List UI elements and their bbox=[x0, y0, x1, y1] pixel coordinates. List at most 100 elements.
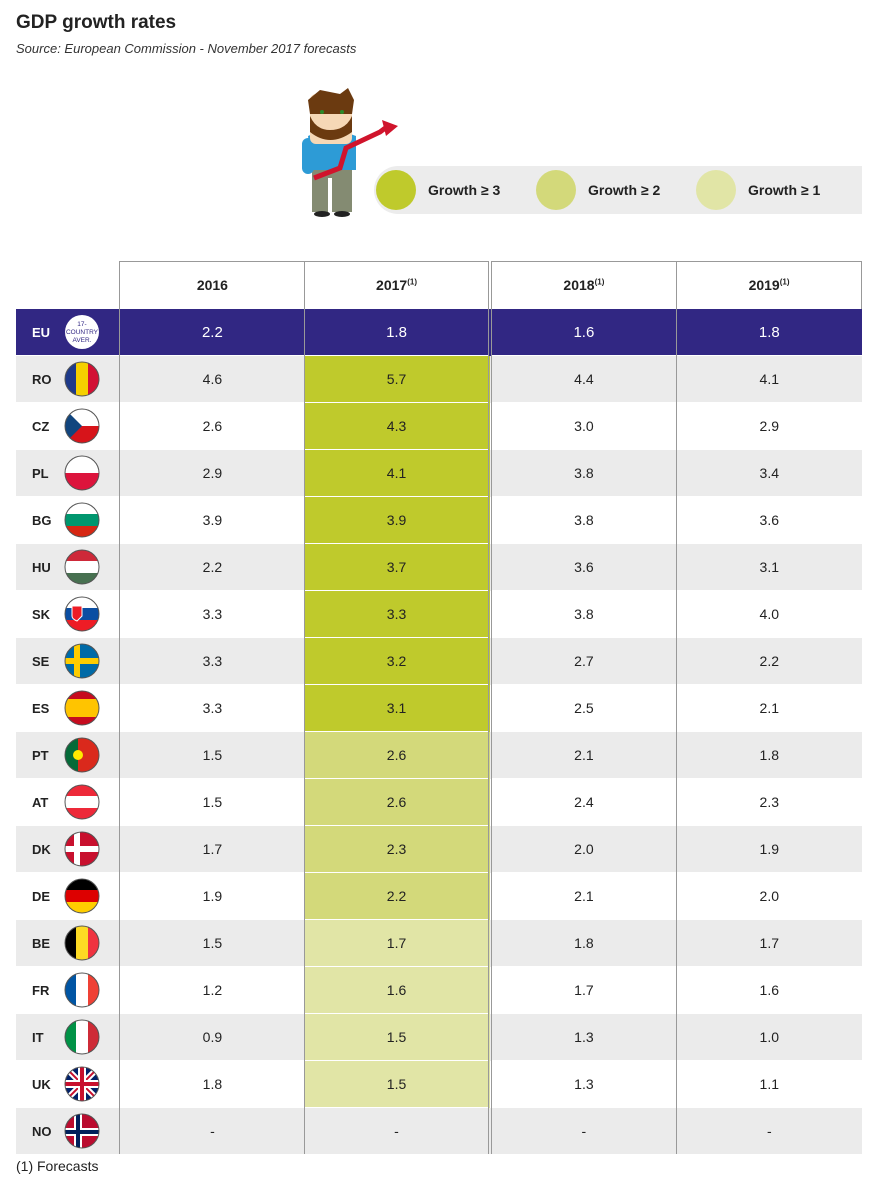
value-cell: 3.4 bbox=[676, 449, 862, 497]
table-row-it: IT 0.9 1.5 1.3 1.0 bbox=[16, 1013, 862, 1061]
legend-label: Growth ≥ 2 bbox=[588, 182, 661, 198]
value-cell: 1.7 bbox=[676, 919, 862, 967]
country-code: UK bbox=[32, 1076, 51, 1092]
row-label: RO bbox=[16, 355, 120, 403]
row-label: SK bbox=[16, 590, 120, 638]
row-label: DK bbox=[16, 825, 120, 873]
value-cell: 1.6 bbox=[487, 308, 677, 356]
no-flag-icon bbox=[64, 1113, 100, 1149]
value-cell: 1.5 bbox=[119, 731, 305, 779]
table-row-be: BE 1.5 1.7 1.8 1.7 bbox=[16, 919, 862, 967]
be-flag-icon bbox=[64, 925, 100, 961]
value-cell: 1.8 bbox=[676, 731, 862, 779]
table-row-se: SE 3.3 3.2 2.7 2.2 bbox=[16, 637, 862, 685]
de-flag-icon bbox=[64, 878, 100, 914]
value-cell: 1.9 bbox=[676, 825, 862, 873]
value-cell: 4.1 bbox=[304, 449, 490, 497]
country-code: ES bbox=[32, 700, 50, 716]
header-2017: 2017(1) bbox=[304, 261, 491, 309]
legend-swatch-icon bbox=[376, 170, 416, 210]
value-cell: 4.1 bbox=[676, 355, 862, 403]
header-2019: 2019(1) bbox=[676, 261, 862, 309]
value-cell: 2.7 bbox=[487, 637, 677, 685]
row-label: PL bbox=[16, 449, 120, 497]
value-cell: 2.6 bbox=[304, 731, 490, 779]
it-flag-icon bbox=[64, 1019, 100, 1055]
gdp-table: 2016 2017(1) 2018(1) 2019(1) EU 17- COUN… bbox=[16, 261, 862, 1154]
country-code: AT bbox=[32, 794, 49, 810]
value-cell: 3.7 bbox=[304, 543, 490, 591]
legend-swatch-icon bbox=[536, 170, 576, 210]
value-cell: 1.5 bbox=[304, 1060, 490, 1108]
row-label: ES bbox=[16, 684, 120, 732]
value-cell: 2.9 bbox=[676, 402, 862, 450]
value-cell: 1.6 bbox=[676, 966, 862, 1014]
table-row-hu: HU 2.2 3.7 3.6 3.1 bbox=[16, 543, 862, 591]
value-cell: 1.5 bbox=[304, 1013, 490, 1061]
country-code: PL bbox=[32, 465, 49, 481]
value-cell: 1.8 bbox=[487, 919, 677, 967]
legend-item-growth-1: Growth ≥ 1 bbox=[696, 170, 820, 210]
value-cell: 2.9 bbox=[119, 449, 305, 497]
mascot-illustration bbox=[302, 88, 398, 217]
badge-text: AVER. bbox=[72, 337, 91, 344]
value-cell: 2.6 bbox=[304, 778, 490, 826]
value-cell: 3.8 bbox=[487, 496, 677, 544]
footnote: (1) Forecasts bbox=[16, 1158, 99, 1174]
value-cell: 2.2 bbox=[119, 543, 305, 591]
value-cell: 3.8 bbox=[487, 590, 677, 638]
legend-swatch-icon bbox=[696, 170, 736, 210]
value-cell: 2.2 bbox=[119, 308, 305, 356]
value-cell: 3.8 bbox=[487, 449, 677, 497]
dk-flag-icon bbox=[64, 831, 100, 867]
country-code: IT bbox=[32, 1029, 44, 1045]
value-cell: 4.3 bbox=[304, 402, 490, 450]
table-row-de: DE 1.9 2.2 2.1 2.0 bbox=[16, 872, 862, 920]
value-cell: 3.2 bbox=[304, 637, 490, 685]
value-cell: 2.4 bbox=[487, 778, 677, 826]
value-cell: 1.6 bbox=[304, 966, 490, 1014]
row-label: HU bbox=[16, 543, 120, 591]
row-label: PT bbox=[16, 731, 120, 779]
eu-average-badge-icon: 17- COUNTRY AVER. bbox=[65, 315, 99, 349]
badge-text: COUNTRY bbox=[66, 329, 99, 336]
legend-label: Growth ≥ 1 bbox=[748, 182, 821, 198]
row-label: EU 17- COUNTRY AVER. bbox=[16, 308, 120, 356]
table-row-bg: BG 3.9 3.9 3.8 3.6 bbox=[16, 496, 862, 544]
value-cell: 2.5 bbox=[487, 684, 677, 732]
fr-flag-icon bbox=[64, 972, 100, 1008]
row-label: NO bbox=[16, 1107, 120, 1154]
value-cell: 2.0 bbox=[487, 825, 677, 873]
value-cell: 3.3 bbox=[119, 684, 305, 732]
table-row-eu: EU 17- COUNTRY AVER. 2.2 1.8 1.6 1.8 bbox=[16, 308, 862, 356]
uk-flag-icon bbox=[64, 1066, 100, 1102]
value-cell: 3.1 bbox=[304, 684, 490, 732]
country-code: DE bbox=[32, 888, 51, 904]
value-cell: 1.1 bbox=[676, 1060, 862, 1108]
legend: Growth ≥ 3 Growth ≥ 2 Growth ≥ 1 bbox=[374, 166, 862, 214]
value-cell: 4.6 bbox=[119, 355, 305, 403]
value-cell: 1.5 bbox=[119, 919, 305, 967]
country-code: RO bbox=[32, 371, 52, 387]
value-cell: 3.3 bbox=[304, 590, 490, 638]
value-cell: - bbox=[676, 1107, 862, 1154]
source-note: Source: European Commission - November 2… bbox=[16, 41, 357, 56]
badge-text: 17- bbox=[77, 321, 86, 328]
table-row-ro: RO 4.6 5.7 4.4 4.1 bbox=[16, 355, 862, 403]
country-code: HU bbox=[32, 559, 51, 575]
table-header-row: 2016 2017(1) 2018(1) 2019(1) bbox=[16, 261, 862, 309]
value-cell: 2.0 bbox=[676, 872, 862, 920]
value-cell: 3.3 bbox=[119, 590, 305, 638]
table-row-pl: PL 2.9 4.1 3.8 3.4 bbox=[16, 449, 862, 497]
table-row-no: NO ---- bbox=[16, 1107, 862, 1154]
country-code: SE bbox=[32, 653, 50, 669]
row-label: FR bbox=[16, 966, 120, 1014]
country-code: PT bbox=[32, 747, 49, 763]
at-flag-icon bbox=[64, 784, 100, 820]
country-code: FR bbox=[32, 982, 50, 998]
legend-item-growth-3: Growth ≥ 3 bbox=[376, 170, 500, 210]
value-cell: 3.6 bbox=[487, 543, 677, 591]
year-label: 2016 bbox=[196, 277, 228, 293]
ro-flag-icon bbox=[64, 361, 100, 397]
value-cell: 5.7 bbox=[304, 355, 490, 403]
